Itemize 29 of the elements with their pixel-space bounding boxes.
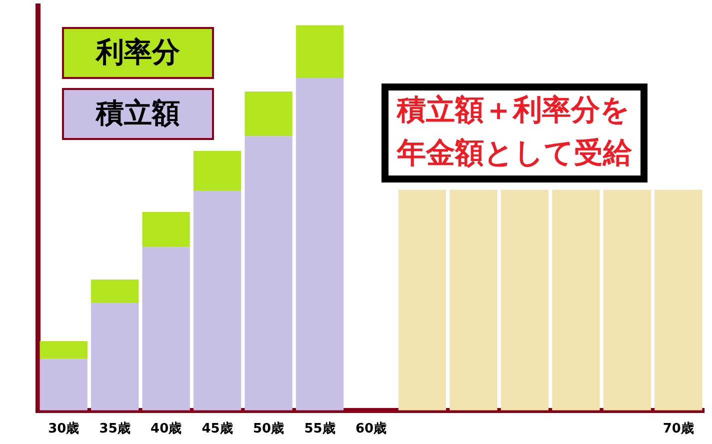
bar [398,190,446,410]
x-tick-label: 45歳 [202,422,233,437]
x-tick-label: 40歳 [150,422,182,437]
annotation: 積立額＋利率分を年金額として受給 [396,92,633,170]
bar [296,25,344,78]
bar [296,78,344,410]
bar [603,190,651,410]
bar [142,247,190,410]
x-tick-label: 30歳 [48,422,80,437]
bar [450,190,498,410]
bar [654,190,702,410]
x-tick-label: 35歳 [99,422,130,437]
bar [91,279,139,303]
x-tick-label: 55歳 [304,422,336,437]
bar [40,341,88,359]
bar [40,358,88,410]
x-tick-label: 60歳 [355,422,387,437]
x-tick-label: 70歳 [662,422,694,437]
text: 利率分 [95,35,181,68]
bar [500,190,549,410]
bar [193,150,242,191]
bar [244,92,292,136]
bar [552,190,600,410]
x-tick-label: 50歳 [252,422,284,437]
bar [193,190,242,410]
bar [91,302,139,410]
text: 積立額 [95,96,180,130]
bar [142,212,190,248]
bar [244,136,292,410]
